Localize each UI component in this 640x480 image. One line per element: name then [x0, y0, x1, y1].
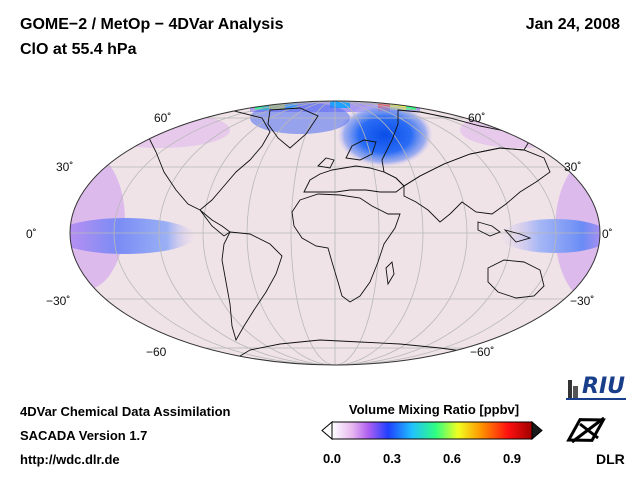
coastlines: [147, 107, 551, 365]
footer-assimilation: 4DVar Chemical Data Assimilation: [20, 404, 231, 419]
lat-label-right-minus60: −60˚: [470, 345, 495, 359]
colorbar-tick-0-9: 0.9: [502, 451, 522, 466]
lat-label-left-60: 60˚: [154, 111, 172, 125]
colorbar-max-arrow: [531, 420, 543, 441]
lat-label-right-minus30: −30˚: [570, 294, 595, 308]
dlr-logo-text: DLR: [596, 451, 625, 467]
lat-label-left-30: 30˚: [56, 160, 74, 174]
tropical-band-west: [70, 218, 195, 254]
map-title: GOME−2 / MetOp − 4DVar Analysis: [20, 16, 284, 33]
lat-label-right-60: 60˚: [468, 111, 486, 125]
colorbar-tick-0-3: 0.3: [382, 451, 402, 466]
arctic-clo-maximum: [337, 103, 433, 167]
colorbar-title: Volume Mixing Ratio [ppbv]: [348, 402, 520, 417]
dlr-logo: [566, 416, 606, 444]
colorbar: [321, 420, 543, 441]
colorbar-min-arrow: [321, 420, 333, 441]
graticule: [70, 101, 600, 365]
lat-label-left-minus60: −60: [146, 345, 167, 359]
lat-label-left-minus30: −30˚: [46, 294, 71, 308]
riu-logo-text: RIU: [582, 374, 625, 399]
lat-label-right-30: 30˚: [564, 160, 582, 174]
colorbar-tick-0-6: 0.6: [442, 451, 462, 466]
footer-url[interactable]: http://wdc.dlr.de: [20, 452, 120, 467]
tropical-band-east: [500, 219, 600, 253]
map-subtitle: ClO at 55.4 hPa: [20, 41, 137, 58]
footer-version: SACADA Version 1.7: [20, 428, 148, 443]
lat-label-left-0: 0˚: [26, 227, 37, 241]
lat-label-right-0: 0˚: [602, 227, 613, 241]
analysis-date: Jan 24, 2008: [525, 16, 620, 33]
globe-outline: [69, 100, 601, 366]
colorbar-tick-0: 0.0: [322, 451, 342, 466]
riu-emblem: [566, 380, 626, 400]
